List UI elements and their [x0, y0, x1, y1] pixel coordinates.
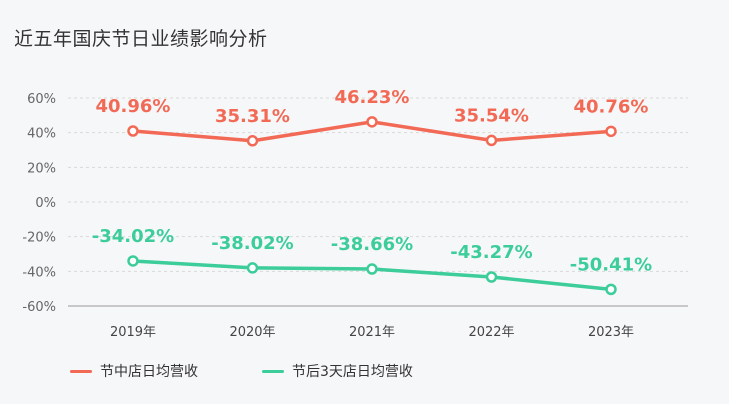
data-point — [485, 271, 498, 283]
legend-swatch-series-2 — [262, 369, 284, 373]
y-tick-label: 40% — [27, 127, 56, 142]
legend-item-series-2: 节后3天店日均营收 — [262, 361, 413, 381]
data-point — [127, 125, 139, 137]
x-tick-label: 2022年 — [468, 325, 514, 340]
x-tick-label: 2020年 — [229, 325, 275, 340]
data-label: 46.23% — [335, 87, 410, 108]
x-tick-label: 2023年 — [588, 325, 634, 340]
y-tick-label: -40% — [22, 265, 56, 280]
data-label: -43.27% — [450, 242, 532, 263]
data-label: -34.02% — [92, 226, 174, 247]
data-point — [246, 135, 259, 147]
data-point — [485, 134, 498, 147]
data-label: 40.76% — [574, 96, 649, 117]
data-point — [605, 125, 617, 138]
y-tick-label: -20% — [22, 231, 56, 246]
y-tick-label: -60% — [22, 300, 56, 315]
data-label: 35.31% — [215, 106, 290, 127]
data-label: -38.02% — [211, 233, 293, 254]
y-tick-label: 0% — [35, 196, 56, 211]
legend-item-series-1: 节中店日均营收 — [70, 361, 198, 381]
chart-title: 近五年国庆节日业绩影响分析 — [14, 28, 268, 50]
legend-swatch-series-1 — [70, 369, 92, 373]
data-label: 40.96% — [96, 96, 171, 117]
x-tick-label: 2019年 — [110, 325, 156, 340]
data-label: -38.66% — [331, 234, 413, 255]
legend-label-series-1: 节中店日均营收 — [100, 364, 198, 380]
data-point — [246, 262, 259, 274]
data-label: 35.54% — [454, 105, 529, 126]
y-tick-label: 60% — [27, 92, 56, 107]
x-tick-label: 2021年 — [349, 325, 395, 340]
data-label: -50.41% — [570, 254, 652, 275]
data-point — [366, 263, 378, 275]
legend-label-series-2: 节后3天店日均营收 — [292, 364, 413, 380]
y-tick-label: 20% — [27, 161, 56, 176]
data-point — [127, 255, 139, 267]
data-point — [605, 283, 617, 296]
data-point — [366, 116, 378, 128]
